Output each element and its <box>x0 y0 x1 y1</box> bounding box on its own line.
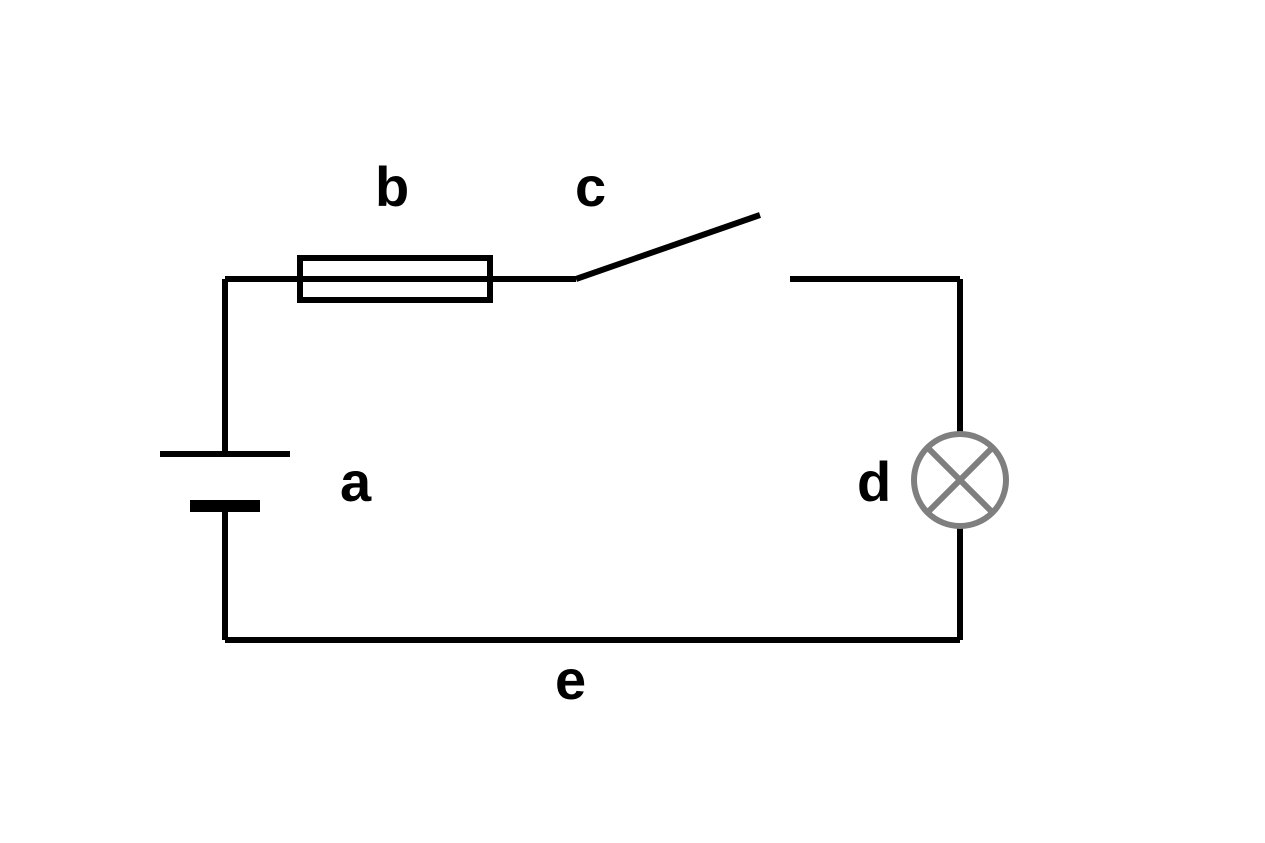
label-b: b <box>375 154 409 219</box>
label-d: d <box>857 449 891 514</box>
label-c: c <box>575 154 606 219</box>
label-e: e <box>555 647 586 712</box>
label-a: a <box>340 449 371 514</box>
circuit-diagram <box>0 0 1265 843</box>
